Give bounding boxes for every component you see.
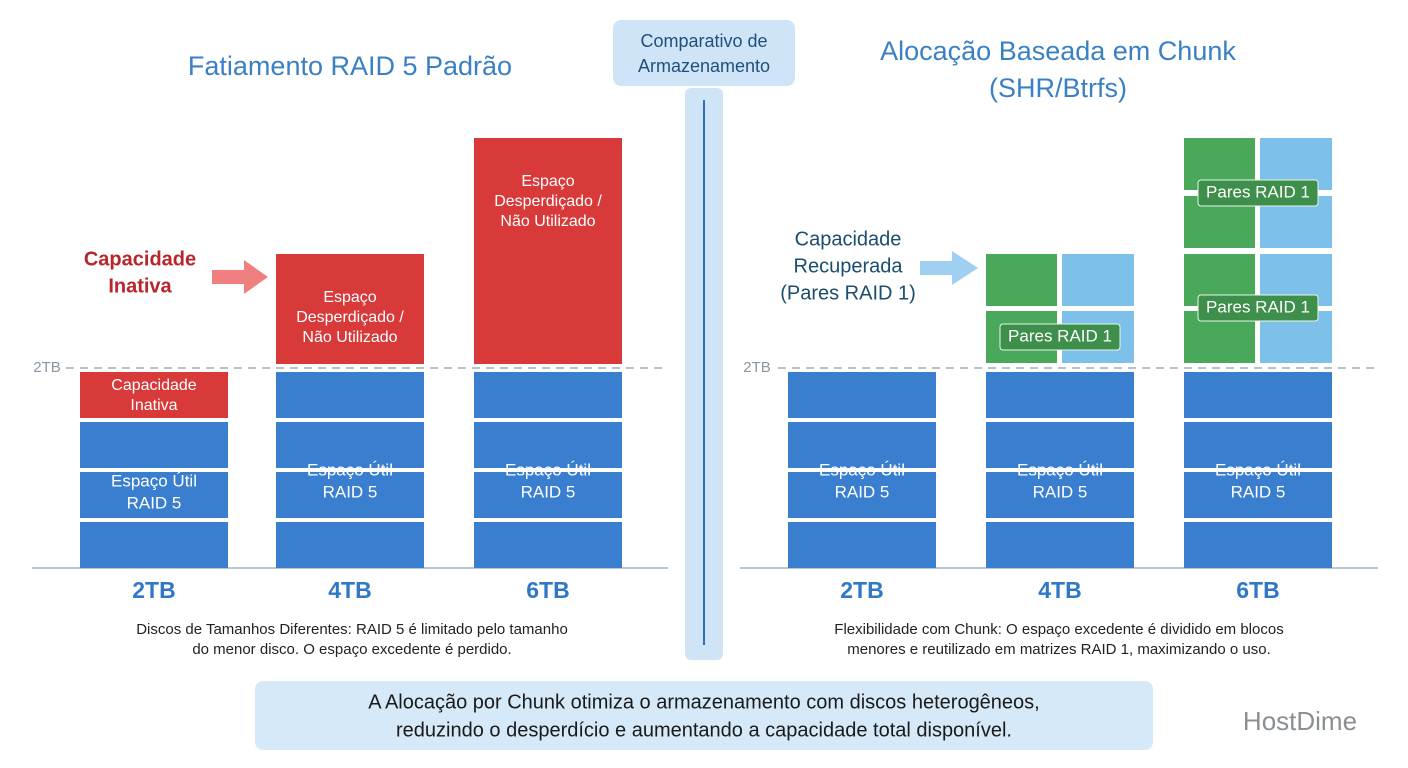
caption: Discos de Tamanhos Diferentes: RAID 5 é … <box>136 621 568 638</box>
footer-text: A Alocação por Chunk otimiza o armazenam… <box>368 691 1039 713</box>
raid5-block <box>986 422 1134 468</box>
raid5-block <box>788 472 936 518</box>
raid5-block <box>986 472 1134 518</box>
wasted-label: Não Utilizado <box>302 329 397 346</box>
disk-size: 2TB <box>840 577 883 603</box>
raid5-block <box>788 522 936 568</box>
raid5-block <box>276 522 424 568</box>
raid5-block <box>474 422 622 468</box>
chunk-blue <box>1062 254 1134 306</box>
raid5-label: RAID 5 <box>1231 482 1286 501</box>
chunk-label-bg <box>1197 179 1319 207</box>
center-label-box <box>613 20 795 86</box>
panel-title: Fatiamento RAID 5 Padrão <box>188 51 512 81</box>
raid5-label: Espaço Útil <box>1215 460 1301 479</box>
inactive-label: Inativa <box>130 397 177 414</box>
disk-size: 6TB <box>1236 577 1279 603</box>
raid5-label: Espaço Útil <box>819 460 905 479</box>
raid5-label: RAID 5 <box>323 482 378 501</box>
raid5-label: Espaço Útil <box>1017 460 1103 479</box>
raid5-label: RAID 5 <box>1033 482 1088 501</box>
wasted-label: Espaço <box>323 289 376 306</box>
center-label: Comparativo de <box>640 31 767 51</box>
raid5-block <box>986 372 1134 418</box>
chunk-label: Pares RAID 1 <box>1206 182 1310 201</box>
callout-arrow <box>212 260 268 294</box>
raid5-block <box>986 522 1134 568</box>
threshold-label: 2TB <box>33 359 61 376</box>
raid5-block <box>80 472 228 518</box>
wasted-label: Não Utilizado <box>500 213 595 230</box>
inactive-label: Capacidade <box>111 377 197 394</box>
chunk-label-bg <box>1197 294 1319 322</box>
center-label: Armazenamento <box>638 56 770 76</box>
disk-size: 4TB <box>328 577 371 603</box>
raid5-label: RAID 5 <box>127 493 182 512</box>
raid5-label: RAID 5 <box>835 482 890 501</box>
panel-title: Alocação Baseada em Chunk <box>880 36 1236 66</box>
wasted-label: Desperdiçado / <box>296 309 404 326</box>
raid5-block <box>80 522 228 568</box>
callout: Capacidade <box>84 248 196 270</box>
raid5-block <box>80 422 228 468</box>
raid5-block <box>474 372 622 418</box>
raid5-label: Espaço Útil <box>505 460 591 479</box>
footer-box <box>255 681 1153 750</box>
chunk-label: Pares RAID 1 <box>1206 297 1310 316</box>
caption: do menor disco. O espaço excedente é per… <box>192 641 511 658</box>
wasted-block <box>276 254 424 364</box>
raid5-label: Espaço Útil <box>307 460 393 479</box>
raid5-block <box>788 372 936 418</box>
wasted-label: Desperdiçado / <box>494 193 602 210</box>
raid5-block <box>474 522 622 568</box>
panel-title: (SHR/Btrfs) <box>989 73 1127 103</box>
callout-arrow <box>920 251 978 285</box>
inactive-block <box>80 372 228 418</box>
raid5-block <box>1184 372 1332 418</box>
raid5-block <box>1184 472 1332 518</box>
disk-size: 4TB <box>1038 577 1081 603</box>
threshold-label: 2TB <box>743 359 771 376</box>
disk-size: 6TB <box>526 577 569 603</box>
raid5-block <box>276 472 424 518</box>
raid5-block <box>276 372 424 418</box>
callout: Capacidade <box>795 228 902 250</box>
caption: Flexibilidade com Chunk: O espaço excede… <box>834 621 1283 638</box>
raid5-block <box>474 472 622 518</box>
disk-size: 2TB <box>132 577 175 603</box>
chunk-label-bg <box>999 323 1121 351</box>
callout: (Pares RAID 1) <box>780 282 916 304</box>
raid5-label: Espaço Útil <box>111 471 197 490</box>
callout: Recuperada <box>794 255 904 277</box>
footer-text: reduzindo o desperdício e aumentando a c… <box>396 719 1012 741</box>
chunk-green <box>986 254 1057 306</box>
caption: menores e reutilizado em matrizes RAID 1… <box>847 641 1271 658</box>
raid5-block <box>788 422 936 468</box>
raid5-label: RAID 5 <box>521 482 576 501</box>
raid5-block <box>1184 422 1332 468</box>
chunk-label: Pares RAID 1 <box>1008 326 1112 345</box>
wasted-block <box>474 138 622 364</box>
wasted-label: Espaço <box>521 173 574 190</box>
raid5-block <box>276 422 424 468</box>
callout: Inativa <box>108 275 172 297</box>
brand: HostDime <box>1243 706 1357 736</box>
raid5-block <box>1184 522 1332 568</box>
